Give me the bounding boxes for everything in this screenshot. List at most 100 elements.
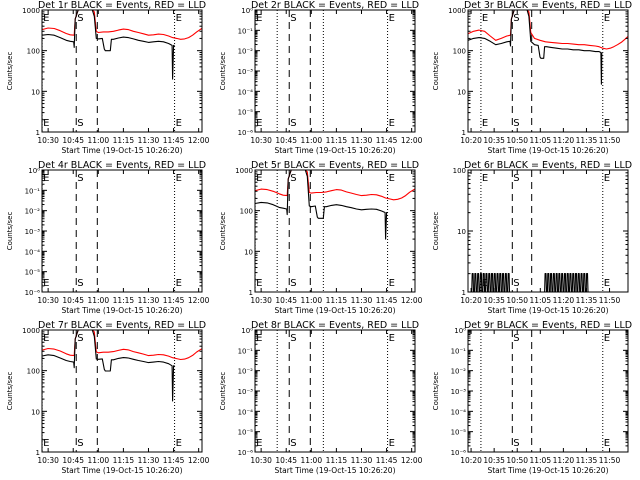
series-line-events xyxy=(255,169,388,240)
chart-panel-det-9: Det 9r BLACK = Events, RED = LLD Counts/s… xyxy=(432,320,632,475)
x-tick-label: 10:30 xyxy=(37,456,59,465)
x-tick-label: 11:30 xyxy=(138,456,160,465)
chart-panel-det-2: Det 2r BLACK = Events, RED = LLD Counts/s… xyxy=(219,0,423,155)
y-tick-label: 10 xyxy=(31,408,40,416)
y-tick-label: 1000 xyxy=(448,7,466,15)
y-axis-label: Counts/sec xyxy=(219,52,227,91)
x-tick-label: 11:45 xyxy=(376,296,398,305)
x-tick-label: 10:20 xyxy=(460,456,482,465)
x-tick-label: 11:20 xyxy=(553,136,575,145)
marker-label-bottom: E xyxy=(43,278,49,289)
chart-title: Det 6r BLACK = Events, RED = LLD xyxy=(464,160,632,171)
y-tick-label: 10⁰ xyxy=(241,7,253,15)
marker-label-top: S xyxy=(513,333,519,344)
x-tick-label: 10:20 xyxy=(460,136,482,145)
x-tick-label: 11:00 xyxy=(300,136,322,145)
y-tick-label: 10⁻¹ xyxy=(238,347,254,355)
marker-label-bottom: E xyxy=(256,438,262,449)
marker-label-top: E xyxy=(389,13,395,24)
x-tick-label: 11:05 xyxy=(529,136,551,145)
marker-label-bottom: S xyxy=(77,438,83,449)
y-tick-label: 10⁻⁴ xyxy=(25,248,41,256)
x-tick-label: 11:30 xyxy=(351,456,373,465)
y-tick-label: 100 xyxy=(27,368,40,376)
x-axis-label: Start Time (19-Oct-15 10:26:20) xyxy=(274,146,395,155)
y-tick-label: 10 xyxy=(31,88,40,96)
x-tick-label: 11:30 xyxy=(138,136,160,145)
x-axis-label: Start Time (19-Oct-15 10:26:20) xyxy=(274,466,395,475)
y-tick-label: 10⁻⁵ xyxy=(25,269,41,277)
y-tick-label: 10⁻⁵ xyxy=(451,429,467,437)
marker-label-top: E xyxy=(604,333,610,344)
x-tick-label: 11:35 xyxy=(576,456,598,465)
x-tick-label: 12:00 xyxy=(188,136,210,145)
y-tick-label: 10⁻³ xyxy=(238,388,254,396)
marker-label-bottom: E xyxy=(604,438,610,449)
x-tick-label: 11:15 xyxy=(113,296,135,305)
x-tick-label: 11:50 xyxy=(599,296,621,305)
marker-label-top: S xyxy=(290,173,296,184)
marker-label-bottom: E xyxy=(604,118,610,129)
x-tick-label: 11:20 xyxy=(553,296,575,305)
x-tick-label: 12:00 xyxy=(401,136,423,145)
marker-label-bottom: S xyxy=(77,278,83,289)
y-tick-label: 10⁻³ xyxy=(238,68,254,76)
y-tick-label: 100 xyxy=(453,167,466,175)
chart-title: Det 9r BLACK = Events, RED = LLD xyxy=(464,320,632,331)
chart-panel-det-5: Det 5r BLACK = Events, RED = LLD Counts/s… xyxy=(219,160,423,315)
y-tick-label: 1000 xyxy=(22,327,40,335)
x-tick-label: 11:35 xyxy=(576,296,598,305)
y-tick-label: 10⁻⁵ xyxy=(238,429,254,437)
chart-title: Det 5r BLACK = Events, RED = LLD xyxy=(251,160,419,171)
chart-panel-det-4: Det 4r BLACK = Events, RED = LLD Counts/s… xyxy=(6,160,210,315)
chart-title: Det 1r BLACK = Events, RED = LLD xyxy=(38,0,206,11)
x-tick-label: 11:45 xyxy=(163,296,185,305)
marker-label-top: E xyxy=(43,333,49,344)
y-tick-label: 10⁻¹ xyxy=(238,27,254,35)
x-tick-label: 11:00 xyxy=(300,456,322,465)
y-axis-label: Counts/sec xyxy=(432,52,440,91)
marker-label-bottom: E xyxy=(256,278,262,289)
plot-frame xyxy=(467,9,629,133)
x-tick-label: 10:35 xyxy=(483,296,505,305)
x-tick-label: 11:05 xyxy=(529,456,551,465)
marker-label-bottom: E xyxy=(176,438,182,449)
y-tick-label: 10 xyxy=(244,248,253,256)
marker-label-top: E xyxy=(482,13,488,24)
x-tick-label: 10:45 xyxy=(62,456,84,465)
x-axis-label: Start Time (19-Oct-15 10:26:20) xyxy=(61,466,182,475)
marker-label-top: E xyxy=(256,333,262,344)
marker-label-bottom: E xyxy=(389,278,395,289)
marker-label-bottom: E xyxy=(482,278,488,289)
x-tick-label: 10:20 xyxy=(460,296,482,305)
marker-label-top: E xyxy=(176,173,182,184)
x-tick-label: 10:30 xyxy=(250,136,272,145)
chart-title: Det 7r BLACK = Events, RED = LLD xyxy=(38,320,206,331)
marker-label-bottom: E xyxy=(389,438,395,449)
marker-label-bottom: E xyxy=(176,118,182,129)
x-tick-label: 11:45 xyxy=(163,136,185,145)
chart-title: Det 4r BLACK = Events, RED = LLD xyxy=(38,160,206,171)
plot-frame xyxy=(41,329,203,453)
x-tick-label: 11:35 xyxy=(576,136,598,145)
x-tick-label: 12:00 xyxy=(401,456,423,465)
marker-label-top: E xyxy=(43,13,49,24)
marker-label-bottom: E xyxy=(389,118,395,129)
y-tick-label: 10⁻³ xyxy=(451,388,467,396)
plot-frame xyxy=(467,329,629,453)
x-tick-label: 11:45 xyxy=(376,456,398,465)
y-tick-label: 1 xyxy=(36,449,40,457)
marker-label-bottom: S xyxy=(513,438,519,449)
plot-frame xyxy=(41,169,203,293)
x-tick-label: 10:50 xyxy=(506,456,528,465)
y-tick-label: 10⁻² xyxy=(25,208,41,216)
marker-label-top: S xyxy=(290,13,296,24)
x-tick-label: 12:00 xyxy=(401,296,423,305)
y-tick-label: 10 xyxy=(457,228,466,236)
series-line-events xyxy=(41,329,175,402)
x-tick-label: 11:00 xyxy=(87,456,109,465)
marker-label-bottom: S xyxy=(290,438,296,449)
x-axis-label: Start Time (19-Oct-15 10:26:20) xyxy=(61,146,182,155)
marker-label-bottom: S xyxy=(513,118,519,129)
y-tick-label: 10⁻⁶ xyxy=(238,129,254,137)
